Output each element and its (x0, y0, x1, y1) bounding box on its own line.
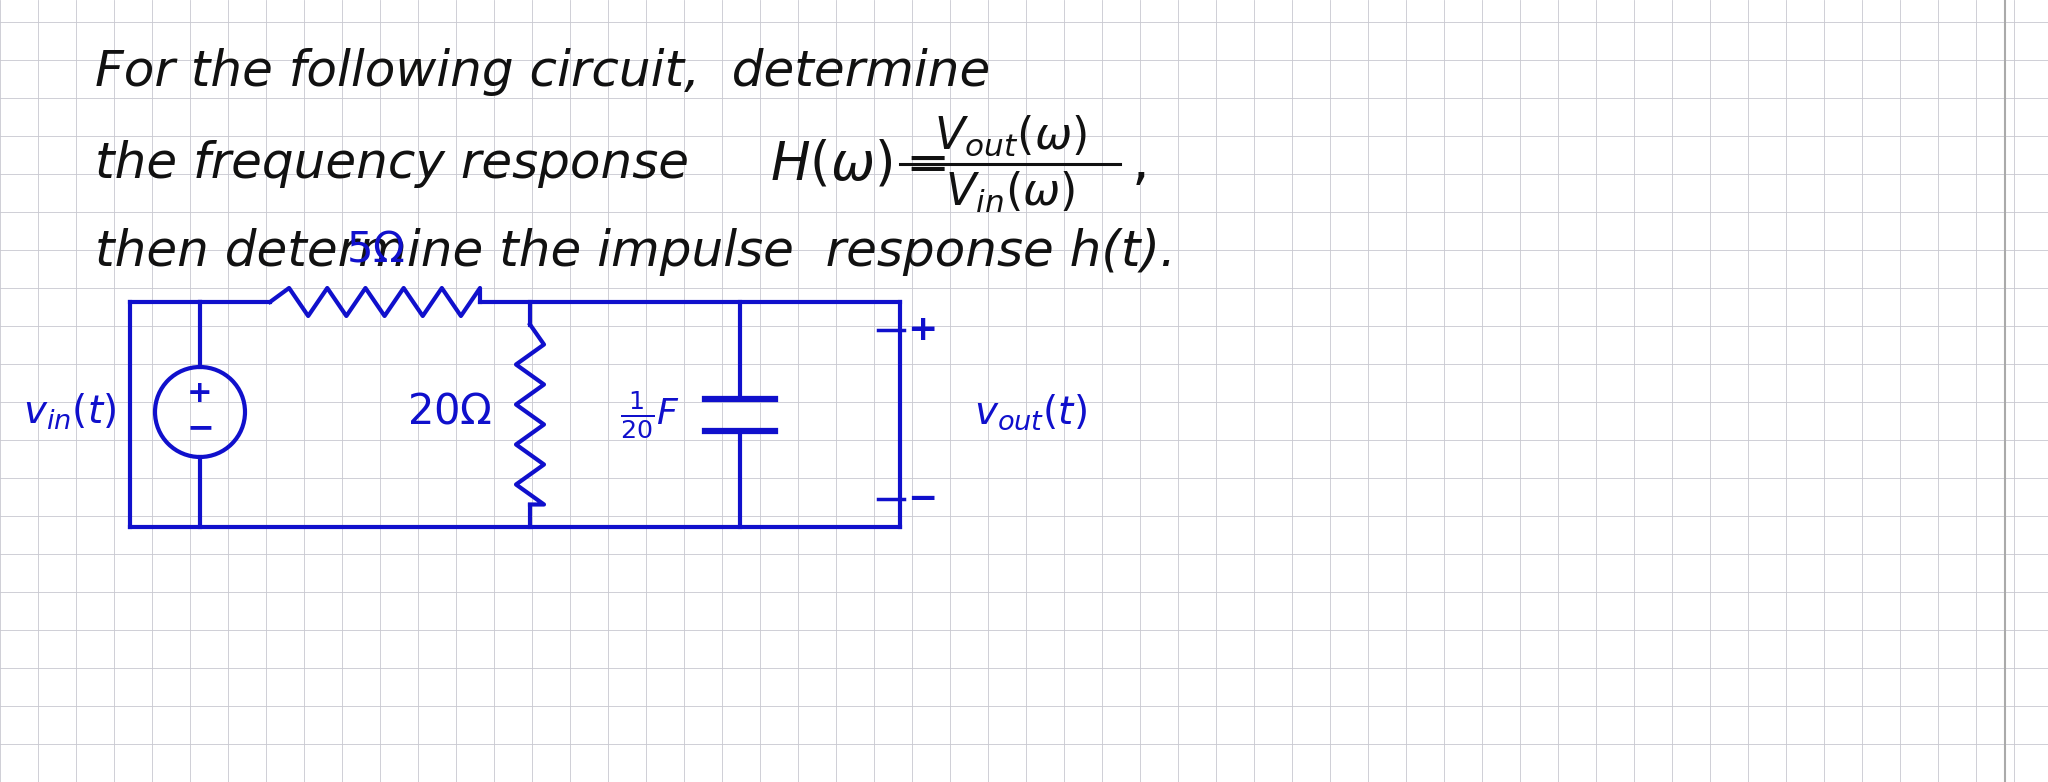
Text: the frequency response: the frequency response (94, 140, 688, 188)
Text: $H(\omega)=$: $H(\omega)=$ (770, 138, 946, 190)
Text: then determine the impulse  response h(t).: then determine the impulse response h(t)… (94, 228, 1176, 276)
Text: −: − (186, 411, 213, 444)
Text: ,: , (1133, 137, 1149, 191)
Text: −: − (907, 482, 938, 516)
Text: $\mathit{20\Omega}$: $\mathit{20\Omega}$ (408, 391, 494, 433)
Text: $V_{out}(\omega)$: $V_{out}(\omega)$ (934, 113, 1085, 158)
Text: $\frac{1}{20}F$: $\frac{1}{20}F$ (621, 389, 680, 440)
Text: For the following circuit,  determine: For the following circuit, determine (94, 48, 991, 96)
Text: $V_{in}(\omega)$: $V_{in}(\omega)$ (944, 170, 1075, 214)
Text: +: + (186, 379, 213, 408)
Text: $\mathit{v_{out}(t)}$: $\mathit{v_{out}(t)}$ (973, 393, 1085, 432)
Text: +: + (907, 313, 938, 347)
Text: $\mathit{v_{in}(t)}$: $\mathit{v_{in}(t)}$ (23, 392, 117, 432)
Text: $5\Omega$: $5\Omega$ (346, 229, 403, 271)
